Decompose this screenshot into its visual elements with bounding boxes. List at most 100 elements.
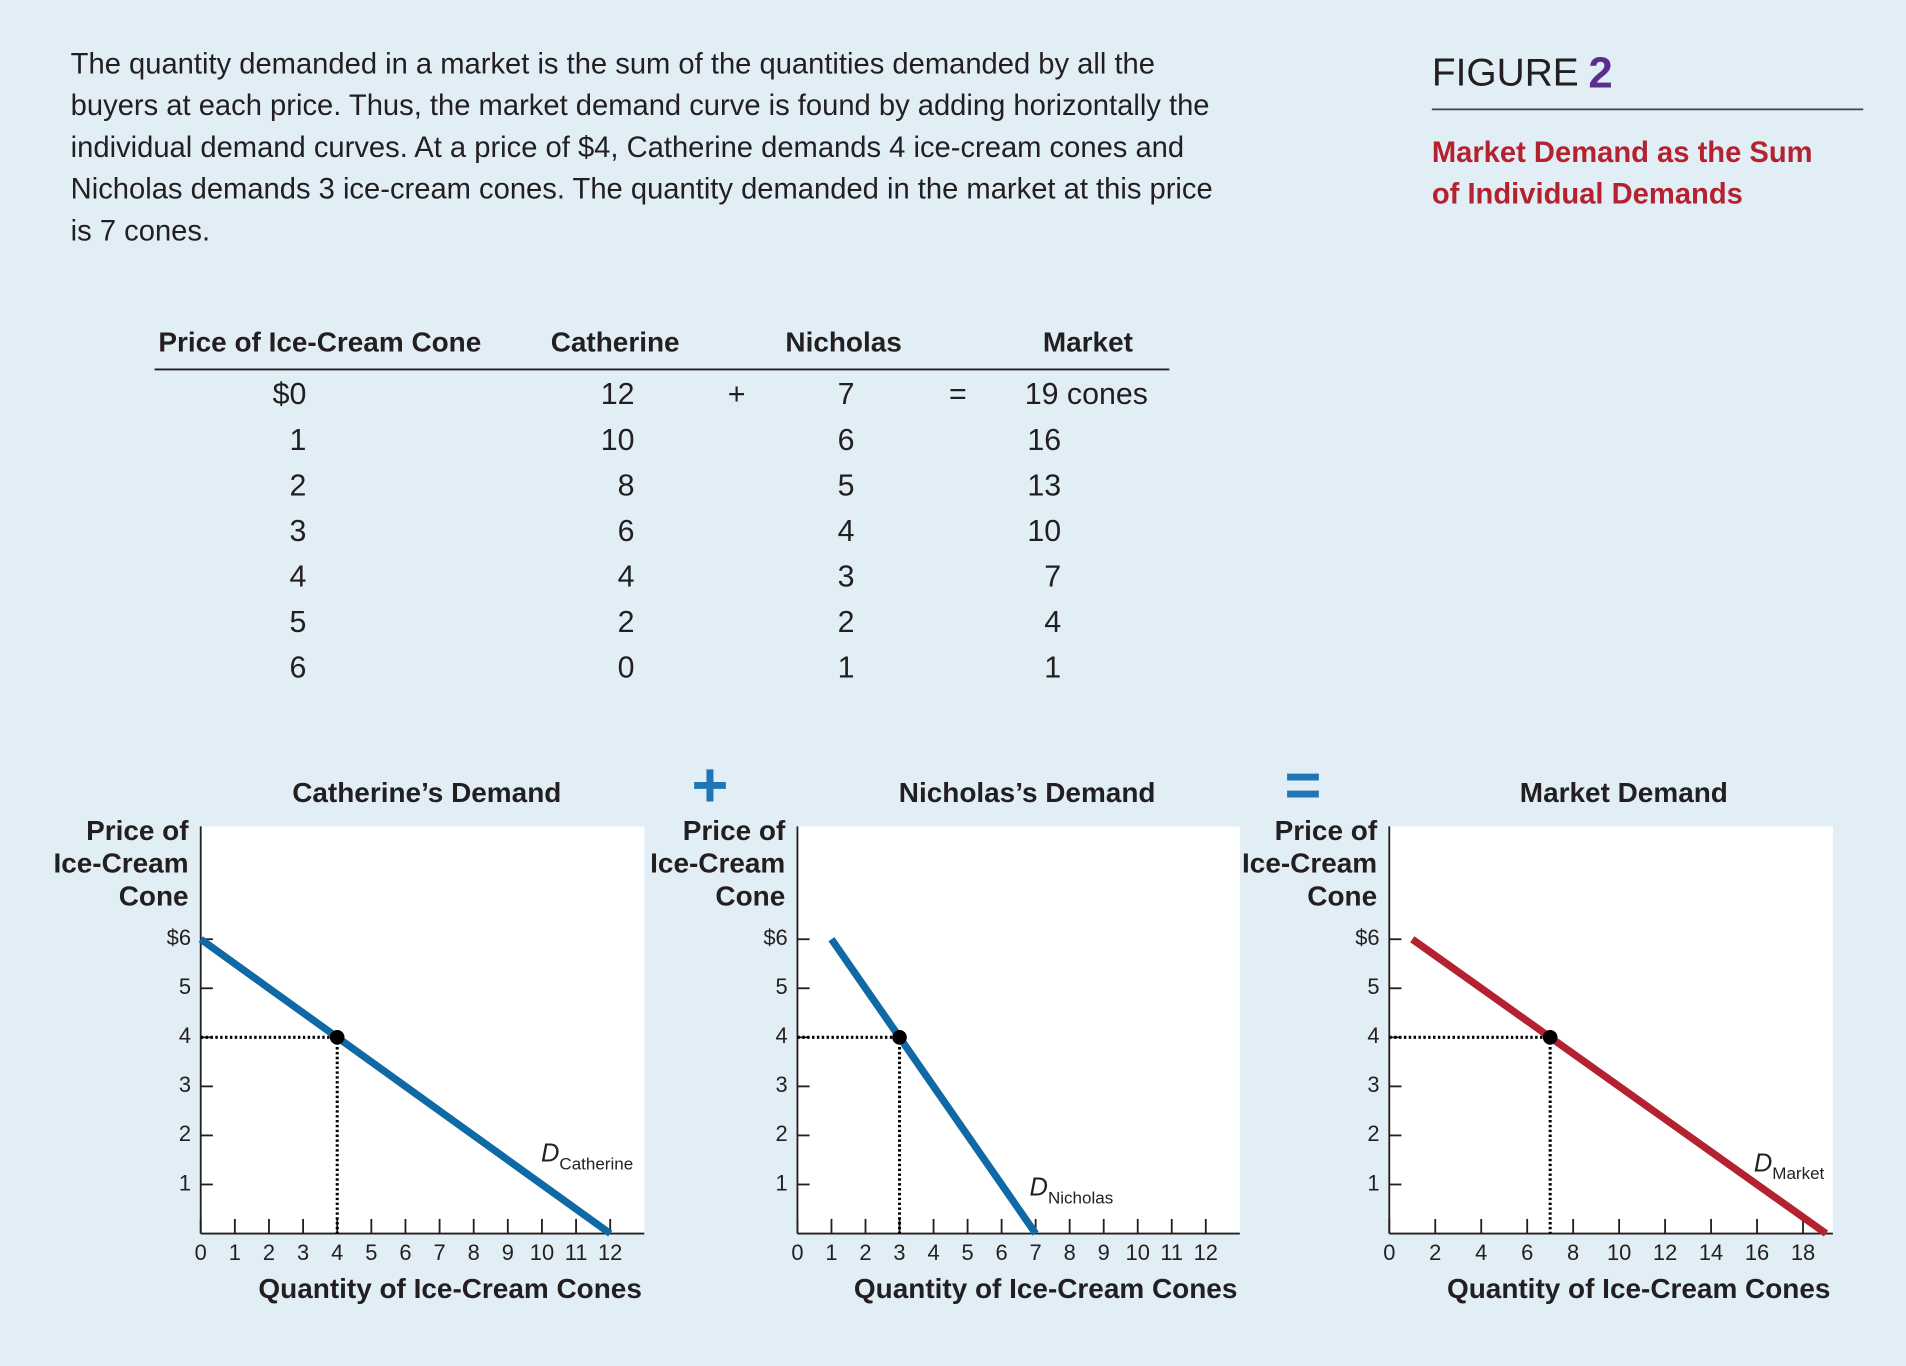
chart-operator: = <box>1285 751 1322 821</box>
y-tick-label: 4 <box>776 1023 788 1048</box>
y-axis-label: Price of <box>683 815 786 846</box>
x-tick-label: 18 <box>1791 1240 1815 1265</box>
curve-subscript: Nicholas <box>1048 1188 1113 1207</box>
y-tick-label: 3 <box>1367 1072 1379 1097</box>
plot-area <box>797 826 1240 1234</box>
table-cell: 5 <box>290 605 307 639</box>
table-cell: 1 <box>290 423 307 457</box>
demand-curve <box>198 936 613 1237</box>
y-tick-label: $6 <box>763 925 787 950</box>
y-tick-label: $6 <box>167 925 191 950</box>
y-tick-label: 4 <box>1367 1023 1379 1048</box>
x-tick-label: 9 <box>502 1240 514 1265</box>
table-cell: 8 <box>618 468 635 502</box>
table-cell: 3 <box>290 514 307 548</box>
y-axis-label: Price of <box>86 815 189 846</box>
table-cell: 7 <box>1044 560 1061 594</box>
caption-line: buyers at each price. Thus, the market d… <box>71 90 1210 122</box>
y-tick-label: $6 <box>1355 925 1379 950</box>
y-tick-label: 4 <box>179 1023 191 1048</box>
x-tick-label: 10 <box>1607 1240 1631 1265</box>
y-axis-label: Ice-Cream <box>53 848 188 879</box>
y-tick-label: 5 <box>179 974 191 999</box>
curve-letter: D <box>1030 1173 1048 1201</box>
y-tick-label: 1 <box>179 1170 191 1195</box>
demand-curve <box>1410 936 1829 1237</box>
y-axis-label: Ice-Cream <box>650 848 785 879</box>
x-tick-label: 6 <box>996 1240 1008 1265</box>
y-tick-label: 2 <box>776 1121 788 1146</box>
y-axis-label: Cone <box>715 880 785 911</box>
y-tick-label: 3 <box>179 1072 191 1097</box>
x-tick-label: 4 <box>927 1240 939 1265</box>
table-cell: 0 <box>618 651 635 685</box>
chart-title: Market Demand <box>1520 777 1728 808</box>
x-tick-label: 11 <box>565 1240 588 1265</box>
x-tick-label: 12 <box>1194 1240 1218 1265</box>
highlight-point <box>329 1030 345 1045</box>
x-tick-label: 11 <box>1160 1240 1183 1265</box>
highlight-point <box>1542 1030 1558 1045</box>
x-tick-label: 3 <box>893 1240 905 1265</box>
chart-operator: + <box>691 751 728 821</box>
y-axis-label: Ice-Cream <box>1242 848 1377 879</box>
caption-line: The quantity demanded in a market is the… <box>71 48 1155 80</box>
x-tick-label: 0 <box>791 1240 803 1265</box>
curve-subscript: Catherine <box>559 1154 633 1173</box>
table-cell: 7 <box>838 377 855 411</box>
x-tick-label: 5 <box>365 1240 377 1265</box>
x-tick-label: 3 <box>297 1240 309 1265</box>
caption-line: is 7 cones. <box>71 216 210 248</box>
table-cell: 10 <box>1027 514 1061 548</box>
y-tick-label: 3 <box>776 1072 788 1097</box>
figure-word: FIGURE <box>1432 52 1579 95</box>
y-tick-label: 1 <box>1367 1170 1379 1195</box>
x-tick-label: 1 <box>825 1240 837 1265</box>
curve-label: DCatherine <box>541 1139 633 1172</box>
table-header: Catherine <box>551 326 680 357</box>
plot-area <box>200 826 645 1234</box>
y-axis-label: Price of <box>1275 815 1378 846</box>
table-cell: 1 <box>838 651 855 685</box>
x-tick-label: 10 <box>1126 1240 1150 1265</box>
table-cell: 2 <box>290 468 307 502</box>
table-cell: 12 <box>601 377 635 411</box>
figure-title: Market Demand as the Sum <box>1432 137 1813 169</box>
y-tick-label: 5 <box>1367 974 1379 999</box>
table-cell: 10 <box>601 423 635 457</box>
x-tick-label: 8 <box>1064 1240 1076 1265</box>
x-tick-label: 2 <box>1429 1240 1441 1265</box>
x-tick-label: 12 <box>1653 1240 1677 1265</box>
x-tick-label: 7 <box>433 1240 445 1265</box>
table-cell: 16 <box>1027 423 1061 457</box>
x-tick-label: 4 <box>331 1240 343 1265</box>
x-tick-label: 0 <box>195 1240 207 1265</box>
table-cell: 5 <box>838 468 855 502</box>
x-tick-label: 14 <box>1699 1240 1723 1265</box>
x-tick-label: 0 <box>1383 1240 1395 1265</box>
table-cell: 2 <box>618 605 635 639</box>
x-tick-label: 6 <box>1521 1240 1533 1265</box>
demand-curve <box>828 937 1039 1236</box>
table-cell: 4 <box>838 514 855 548</box>
table-cell: 19 cones <box>1025 377 1148 411</box>
table-cell: 4 <box>1044 605 1061 639</box>
table-cell: 3 <box>838 560 855 594</box>
curve-subscript: Market <box>1772 1163 1824 1182</box>
plot-area <box>1389 826 1833 1234</box>
highlight-point <box>892 1030 907 1045</box>
table-cell: 4 <box>290 560 307 594</box>
y-tick-label: 2 <box>1367 1121 1379 1146</box>
x-tick-label: 2 <box>263 1240 275 1265</box>
table-cell: 4 <box>618 560 635 594</box>
curve-letter: D <box>541 1139 559 1167</box>
caption-line: Nicholas demands 3 ice-cream cones. The … <box>71 174 1213 206</box>
table-cell: 6 <box>838 423 855 457</box>
chart-title: Catherine’s Demand <box>292 777 561 808</box>
table-header: Nicholas <box>785 326 901 357</box>
table-cell: $0 <box>273 377 307 411</box>
x-tick-label: 9 <box>1098 1240 1110 1265</box>
x-tick-label: 5 <box>961 1240 973 1265</box>
